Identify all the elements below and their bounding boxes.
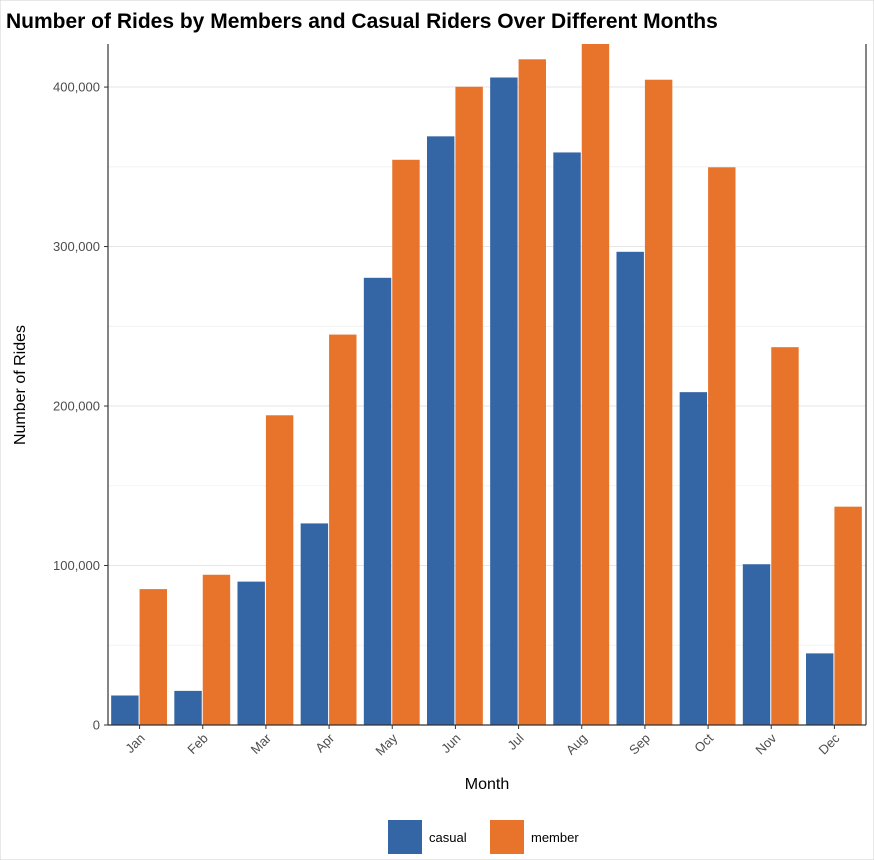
bars bbox=[111, 44, 862, 726]
bar-casual-nov bbox=[742, 564, 771, 725]
bar-member-nov bbox=[771, 347, 799, 725]
y-tick-label: 300,000 bbox=[53, 239, 100, 254]
bar-casual-dec bbox=[805, 653, 834, 725]
bar-casual-jul bbox=[490, 77, 518, 725]
gridlines bbox=[108, 86, 866, 646]
y-ticks: 0 100,000 200,000 300,000 400,000 bbox=[53, 80, 108, 733]
bar-member-jan bbox=[139, 589, 168, 725]
bar-casual-mar bbox=[237, 581, 265, 725]
bar-member-may bbox=[392, 159, 420, 725]
bar-casual-sep bbox=[616, 251, 644, 726]
legend-label-casual: casual bbox=[429, 830, 467, 845]
bar-member-apr bbox=[329, 334, 357, 725]
legend-swatch-member bbox=[490, 820, 524, 854]
chart-title: Number of Rides by Members and Casual Ri… bbox=[6, 10, 718, 33]
y-tick-label: 200,000 bbox=[53, 399, 100, 414]
bar-casual-may bbox=[363, 277, 392, 725]
bar-casual-apr bbox=[300, 523, 329, 725]
y-tick-label: 100,000 bbox=[53, 558, 100, 573]
bar-member-feb bbox=[202, 574, 231, 725]
x-axis-title: Month bbox=[465, 776, 509, 793]
bar-member-oct bbox=[708, 167, 736, 725]
bar-casual-jan bbox=[111, 695, 139, 725]
bar-casual-oct bbox=[679, 392, 708, 725]
legend: casual member bbox=[388, 820, 579, 854]
bar-member-jul bbox=[518, 59, 547, 725]
bar-member-jun bbox=[455, 86, 483, 725]
bar-casual-aug bbox=[553, 152, 581, 725]
bar-casual-feb bbox=[174, 690, 202, 725]
bar-member-dec bbox=[834, 506, 862, 725]
y-axis-title: Number of Rides bbox=[12, 325, 29, 445]
y-tick-label: 0 bbox=[93, 718, 100, 733]
bar-member-aug bbox=[581, 44, 610, 725]
legend-label-member: member bbox=[531, 830, 579, 845]
bar-member-sep bbox=[644, 79, 673, 725]
legend-swatch-casual bbox=[388, 820, 422, 854]
bar-casual-jun bbox=[426, 136, 455, 726]
y-tick-label: 400,000 bbox=[53, 80, 100, 95]
bar-member-mar bbox=[265, 415, 294, 725]
